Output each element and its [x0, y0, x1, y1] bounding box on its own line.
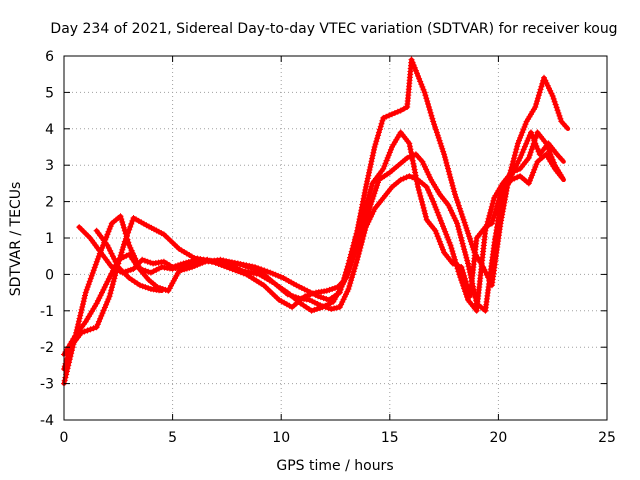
- series-plus-markers: [76, 129, 566, 314]
- series-plus-markers: [93, 227, 162, 294]
- y-tick-label: -3: [40, 377, 54, 393]
- tick-layer: 0 5 10 15 20 25 -4 -3 -2 -1 0 1 2 3 4 5 6: [40, 49, 616, 446]
- chart-title: Day 234 of 2021, Sidereal Day-to-day VTE…: [50, 21, 617, 37]
- y-axis-title: SDTVAR / TECUs: [8, 182, 24, 297]
- x-tick-label: 20: [489, 430, 507, 446]
- series-layer: [61, 56, 571, 387]
- y-tick-label: 4: [45, 122, 54, 138]
- series-track-5: [93, 227, 164, 294]
- series-track-3: [76, 129, 566, 314]
- x-tick-label: 0: [60, 430, 69, 446]
- y-tick-label: 1: [45, 231, 54, 247]
- x-tick-label: 25: [598, 430, 616, 446]
- x-tick-label: 15: [381, 430, 399, 446]
- y-tick-label: 5: [45, 85, 54, 101]
- x-tick-label: 5: [168, 430, 177, 446]
- y-tick-label: 0: [45, 267, 54, 283]
- x-tick-label: 10: [272, 430, 290, 446]
- y-tick-label: -1: [40, 304, 54, 320]
- y-tick-label: 3: [45, 158, 54, 174]
- y-tick-label: -4: [40, 413, 54, 429]
- y-tick-label: -2: [40, 340, 54, 356]
- y-tick-label: 2: [45, 195, 54, 211]
- x-axis-title: GPS time / hours: [276, 458, 393, 474]
- y-tick-label: 6: [45, 49, 54, 65]
